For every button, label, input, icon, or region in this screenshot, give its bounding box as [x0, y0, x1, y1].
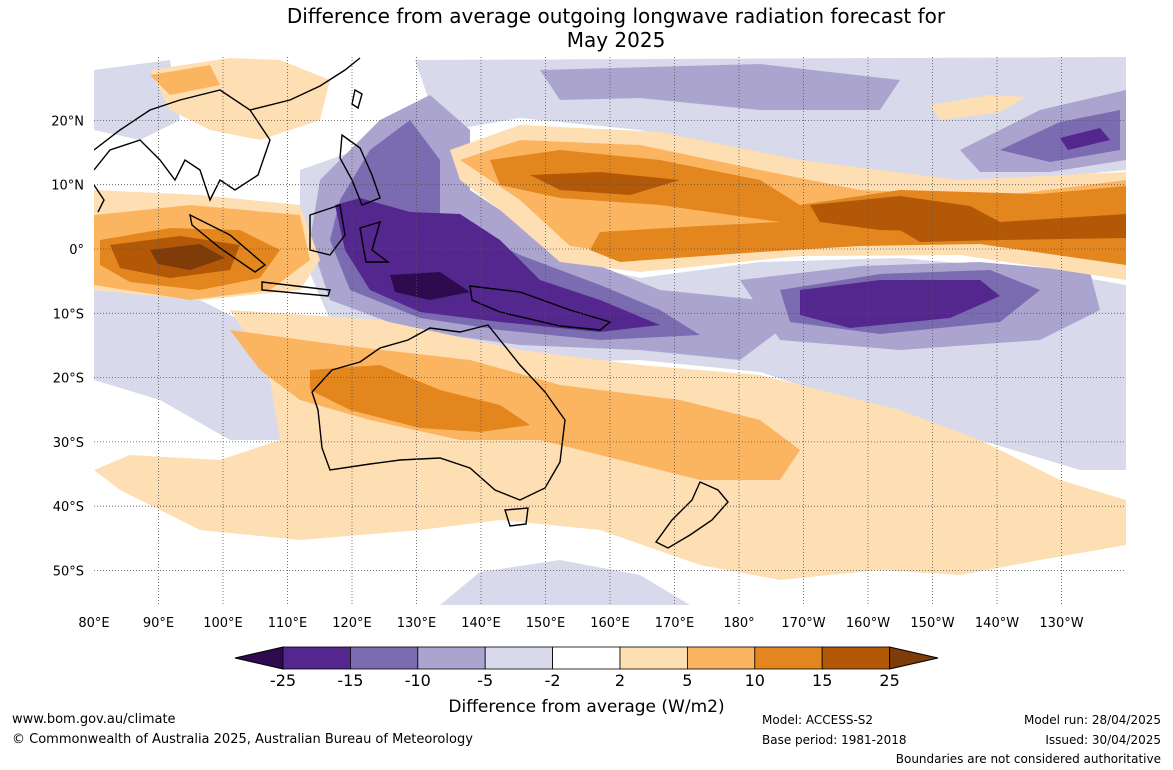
colorbar-tick: -5 [477, 671, 493, 690]
neg-mod-northpacific [540, 64, 900, 110]
lon-label: 170°W [781, 616, 825, 631]
pos-strong-south [310, 365, 530, 432]
anomaly-map: 20°N 10°N 0° 10°S 20°S 30°S 40°S 50°S 80°E 90°E 1… [51, 57, 1126, 690]
lon-label: 100°E [203, 616, 243, 631]
colorbar-segment [552, 646, 621, 670]
lat-label: 20°S [53, 372, 84, 387]
pos-extreme-indian [150, 244, 225, 270]
colorbar-tick: 2 [615, 671, 625, 690]
colorbar-segment [687, 646, 756, 670]
colorbar-segment [349, 646, 419, 670]
base-period: Base period: 1981-2018 [762, 733, 907, 747]
borneo-outline [309, 204, 346, 256]
taiwan-outline [351, 88, 363, 110]
lon-label: 140°W [975, 616, 1019, 631]
neg-strong-ne [1000, 110, 1120, 162]
colorbar-tick: 15 [812, 671, 832, 690]
colorbar-tick-labels: -25 -15 -10 -5 -2 2 5 10 15 25 [270, 671, 900, 690]
neg-extreme-core [390, 272, 470, 300]
new-zealand-outline [654, 481, 729, 549]
colorbar [234, 646, 939, 670]
sumatra-outline [189, 213, 267, 273]
colorbar-segment [754, 646, 823, 670]
colorbar-segment [821, 646, 891, 670]
lat-label: 30°S [53, 436, 84, 451]
neg-weak-southern [440, 560, 690, 605]
philippines-outline [339, 133, 381, 206]
lat-label: 50°S [53, 565, 84, 580]
copyright-text: © Commonwealth of Australia 2025, Austra… [12, 732, 473, 747]
lat-label: 0° [69, 243, 84, 258]
india-tip-outline [94, 184, 105, 213]
lat-label: 10°S [53, 307, 84, 322]
colorbar-extend-high [889, 646, 939, 670]
indochina-outline [94, 89, 271, 202]
colorbar-segment [417, 646, 486, 670]
lon-label: 160°W [846, 616, 890, 631]
colorbar-segment [484, 646, 554, 670]
coastlines [94, 57, 729, 549]
latitude-labels: 20°N 10°N 0° 10°S 20°S 30°S 40°S 50°S [51, 114, 84, 579]
lon-label: 80°E [78, 616, 109, 631]
pos-vstrong-equatorial-ribbon [900, 214, 1126, 242]
pos-weak-nw2 [930, 95, 1026, 120]
colorbar-tick: 25 [879, 671, 899, 690]
sulawesi-outline [359, 220, 391, 263]
colorbar-tick: -25 [270, 671, 296, 690]
lon-label: 130°E [397, 616, 437, 631]
lon-label: 160°E [590, 616, 630, 631]
colorbar-tick: -10 [405, 671, 431, 690]
neg-vstrong-ne [1060, 128, 1110, 150]
lon-label: 110°E [268, 616, 308, 631]
model-run-date: Model run: 28/04/2025 [1023, 713, 1161, 727]
neg-weak-indian [94, 290, 290, 440]
lon-label: 150°W [910, 616, 954, 631]
tasmania-outline [504, 507, 529, 527]
boundaries-disclaimer: Boundaries are not considered authoritat… [895, 752, 1161, 766]
lon-label: 150°E [526, 616, 566, 631]
china-coast-outline [249, 57, 361, 111]
lat-label: 20°N [51, 114, 84, 129]
colorbar-tick: -15 [337, 671, 363, 690]
colorbar-segment [619, 646, 688, 670]
colorbar-tick: 5 [682, 671, 692, 690]
colorbar-label: Difference from average (W/m2) [448, 697, 725, 717]
title-line-1: Difference from average outgoing longwav… [286, 4, 946, 28]
neg-vstrong-southpacific [800, 280, 1000, 328]
pos-mod-nw [150, 65, 220, 95]
colorbar-tick: 10 [745, 671, 765, 690]
lat-label: 10°N [51, 179, 84, 194]
lon-label: 170°E [655, 616, 695, 631]
lat-label: 40°S [53, 500, 84, 515]
java-outline [261, 281, 331, 297]
lon-label: 130°W [1039, 616, 1083, 631]
colorbar-segment [282, 646, 351, 670]
australia-outline [311, 324, 566, 501]
pos-vstrong-north-equatorial [810, 196, 1000, 232]
lon-label: 180° [723, 616, 754, 631]
colorbar-extend-low [234, 646, 284, 670]
issued-date: Issued: 30/04/2025 [1045, 733, 1161, 747]
map-title: Difference from average outgoing longwav… [0, 4, 1173, 52]
colorbar-tick: -2 [545, 671, 561, 690]
longitude-labels: 80°E 90°E 100°E 110°E 120°E 130°E 140°E 150°E 16… [78, 616, 1083, 631]
pos-vstrong-north-band [530, 172, 680, 195]
graticule [94, 57, 1126, 605]
lon-label: 90°E [143, 616, 174, 631]
lon-label: 120°E [332, 616, 372, 631]
lon-label: 140°E [461, 616, 501, 631]
title-line-2: May 2025 [566, 28, 666, 52]
website-link[interactable]: www.bom.gov.au/climate [12, 712, 176, 727]
model-name: Model: ACCESS-S2 [762, 713, 874, 727]
